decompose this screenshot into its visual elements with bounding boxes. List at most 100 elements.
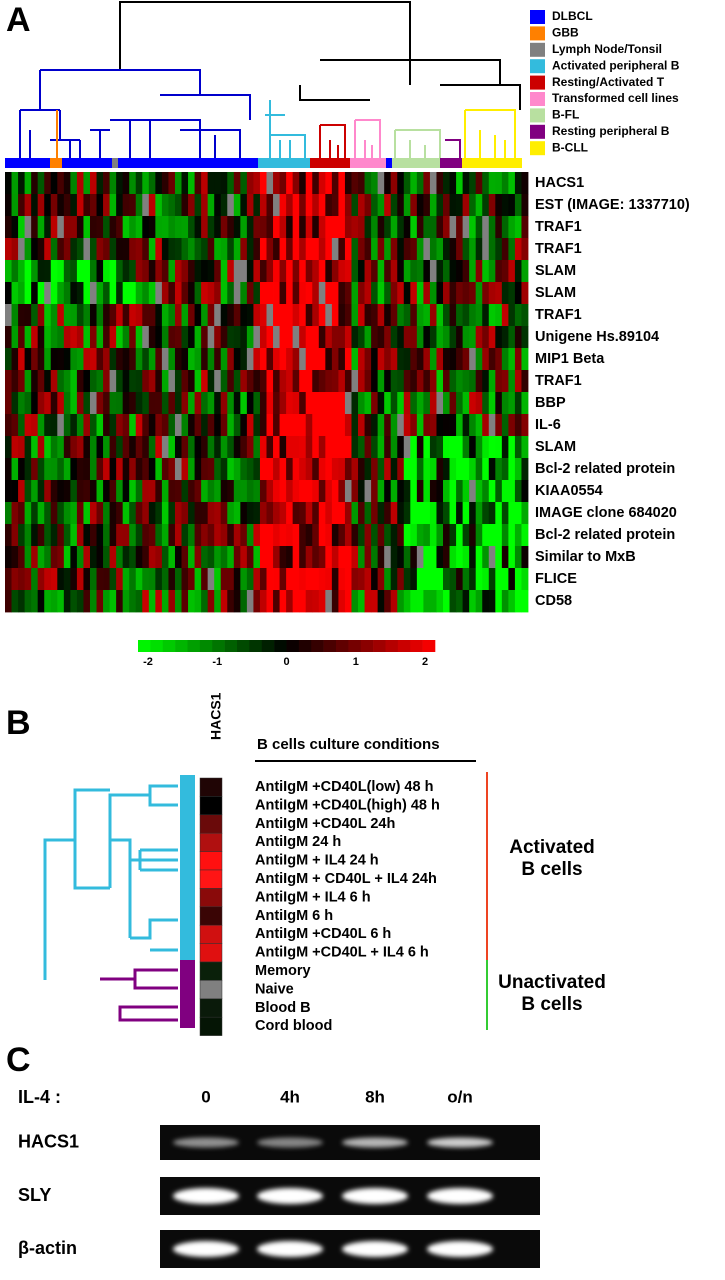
heat-cell [403, 370, 411, 393]
heat-cell [70, 590, 78, 613]
heat-cell [443, 172, 450, 195]
heat-cell [103, 546, 110, 569]
heat-cell [233, 436, 241, 459]
heat-cell [89, 370, 97, 393]
heat-cell [521, 414, 529, 437]
hacs1-cell [199, 814, 223, 834]
heat-cell [508, 304, 516, 327]
heat-cell [475, 546, 483, 569]
heat-cell [5, 524, 12, 547]
heat-cell [181, 172, 189, 195]
heat-cell [76, 436, 84, 459]
heat-cell [273, 326, 280, 349]
heat-cell [299, 436, 307, 459]
heat-cell [233, 260, 241, 283]
heat-cell [70, 216, 78, 239]
heat-cell [76, 172, 84, 195]
heat-cell [371, 414, 379, 437]
heat-cell [18, 480, 26, 503]
heat-cell [246, 568, 254, 591]
heat-cell [358, 282, 365, 305]
heat-cell [103, 370, 110, 393]
heat-cell [371, 194, 379, 217]
heat-cell [482, 458, 490, 481]
heat-cell [37, 480, 45, 503]
heat-cell [31, 568, 39, 591]
legend-swatch [530, 141, 545, 156]
heat-cell [253, 370, 261, 393]
heat-cell [416, 458, 424, 481]
heat-cell [18, 348, 26, 371]
heat-cell [161, 326, 169, 349]
heat-cell [174, 282, 182, 305]
heat-cell [83, 238, 91, 261]
heat-cell [318, 568, 326, 591]
heat-cell [135, 502, 143, 525]
heat-cell [469, 414, 477, 437]
heat-cell [462, 458, 470, 481]
heat-cell [240, 172, 248, 195]
heat-cell [318, 172, 326, 195]
heat-cell [318, 304, 326, 327]
heat-cell [188, 194, 195, 217]
heat-cell [397, 414, 405, 437]
heat-cell [18, 260, 26, 283]
heat-cell [482, 216, 490, 239]
heat-cell [201, 392, 209, 415]
heat-cell [96, 414, 104, 437]
heat-cell [390, 216, 398, 239]
heat-cell [462, 568, 470, 591]
heat-cell [344, 414, 352, 437]
heat-cell [220, 172, 228, 195]
heat-cell [469, 348, 477, 371]
heat-cell [259, 216, 267, 239]
heat-cell [436, 194, 444, 217]
heat-cell [5, 546, 12, 569]
heat-cell [364, 502, 372, 525]
heat-cell [456, 348, 464, 371]
heat-cell [18, 216, 26, 239]
heat-cell [371, 370, 379, 393]
heat-cell [168, 282, 176, 305]
heat-cell [273, 370, 280, 393]
heat-cell [338, 238, 346, 261]
heat-cell [214, 436, 222, 459]
heat-cell [76, 458, 84, 481]
heat-cell [50, 568, 58, 591]
heat-cell [469, 172, 477, 195]
heat-cell [214, 502, 222, 525]
heat-cell [109, 414, 117, 437]
heat-cell [384, 436, 392, 459]
timepoint: o/n [447, 1087, 473, 1106]
heat-cell [207, 458, 215, 481]
heat-cell [410, 238, 418, 261]
heat-cell [286, 282, 294, 305]
heat-cell [331, 392, 339, 415]
heat-cell [364, 260, 372, 283]
heat-cell [410, 458, 418, 481]
heat-cell [338, 392, 346, 415]
timepoint: 4h [280, 1087, 300, 1106]
heat-cell [305, 414, 313, 437]
heat-cell [299, 480, 307, 503]
heat-cell [96, 282, 104, 305]
heat-cell [403, 348, 411, 371]
heat-cell [371, 546, 379, 569]
heat-cell [292, 458, 300, 481]
heat-cell [246, 546, 254, 569]
heat-cell [31, 326, 39, 349]
colorbar-tick: 2 [422, 656, 428, 668]
heat-cell [37, 590, 45, 613]
heat-cell [76, 216, 84, 239]
heat-cell [214, 282, 222, 305]
heat-cell [436, 370, 444, 393]
heat-cell [377, 590, 385, 613]
heat-cell [44, 414, 52, 437]
heat-cell [76, 590, 84, 613]
heat-cell [436, 414, 444, 437]
heat-cell [318, 436, 326, 459]
condition: AntiIgM +CD40L 6 h [255, 926, 391, 942]
heat-cell [429, 480, 437, 503]
group-bar [180, 960, 195, 1028]
